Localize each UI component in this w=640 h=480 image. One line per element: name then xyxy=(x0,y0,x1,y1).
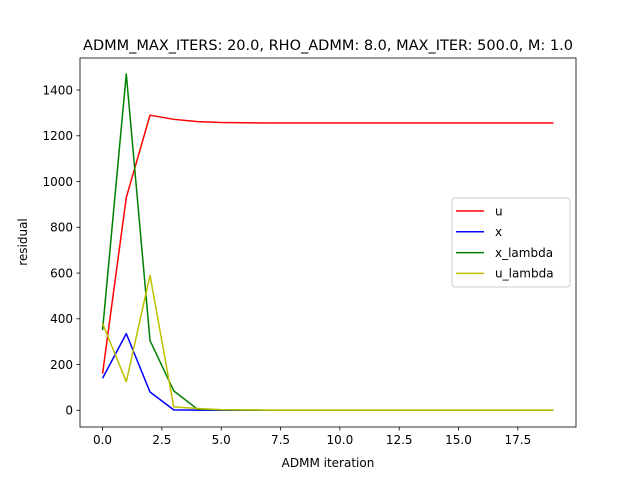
x-tick-label: 5.0 xyxy=(212,433,231,447)
legend-label-u: u xyxy=(495,204,503,218)
x-ticks: 0.0 2.5 5.0 7.5 10.0 12.5 15.0 17.5 xyxy=(93,427,531,447)
legend-label-u-lambda: u_lambda xyxy=(495,267,554,281)
y-axis-label: residual xyxy=(16,218,30,266)
x-tick-label: 17.5 xyxy=(504,433,531,447)
legend-box xyxy=(451,197,571,288)
x-tick-label: 15.0 xyxy=(445,433,472,447)
x-tick-label: 10.0 xyxy=(327,433,354,447)
series-line-u-lambda xyxy=(101,274,554,411)
x-axis-label: ADMM iteration xyxy=(282,456,375,470)
x-tick-label: 2.5 xyxy=(152,433,171,447)
y-tick-label: 200 xyxy=(50,358,73,372)
x-tick-label: 0.0 xyxy=(93,433,112,447)
axes-frame xyxy=(79,57,577,428)
y-tick-label: 0 xyxy=(65,404,73,418)
chart-title: ADMM_MAX_ITERS: 20.0, RHO_ADMM: 8.0, MAX… xyxy=(83,38,573,54)
legend-label-x: x xyxy=(495,225,502,239)
y-tick-label: 400 xyxy=(50,312,73,326)
y-tick-label: 1400 xyxy=(42,83,73,97)
series-layer xyxy=(101,73,554,412)
y-tick-label: 1000 xyxy=(42,175,73,189)
y-tick-label: 800 xyxy=(50,221,73,235)
x-tick-label: 12.5 xyxy=(386,433,413,447)
y-ticks: 0 200 400 600 800 1000 1200 1400 xyxy=(42,83,80,418)
legend-label-x-lambda: x_lambda xyxy=(495,246,553,260)
series-line-u xyxy=(101,114,554,374)
y-tick-label: 600 xyxy=(50,266,73,280)
y-tick-label: 1200 xyxy=(42,129,73,143)
legend: ux x_lambda u_lambda xyxy=(451,197,571,288)
x-tick-label: 7.5 xyxy=(271,433,290,447)
